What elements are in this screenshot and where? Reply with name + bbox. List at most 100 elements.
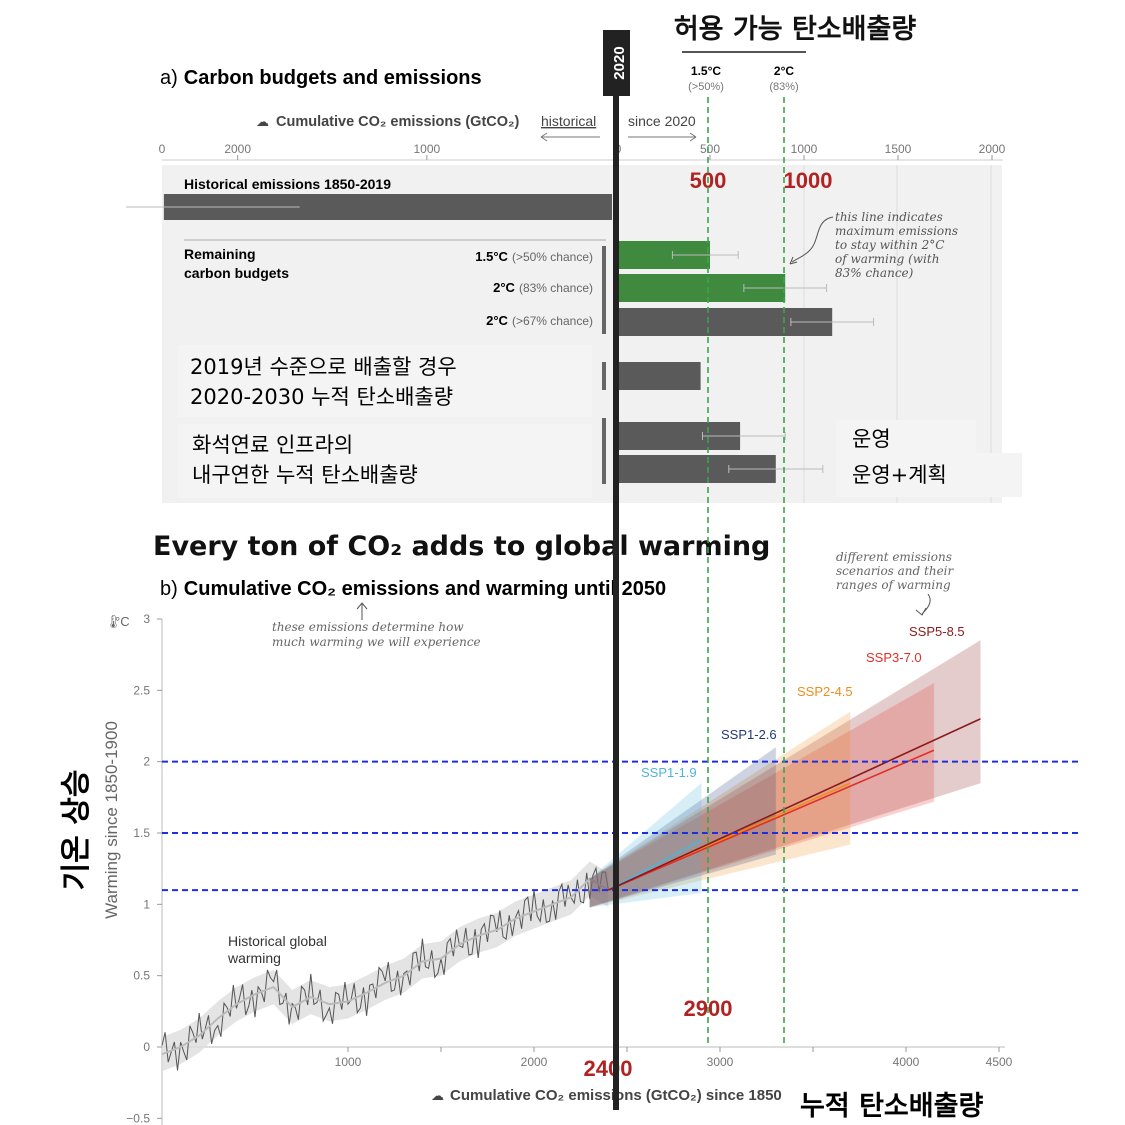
axis-caption-a: Cumulative CO₂ emissions (GtCO₂) xyxy=(276,114,519,130)
y-tick-label: 1 xyxy=(143,897,150,911)
y-tick-label: 2.5 xyxy=(133,683,150,697)
korean-ylabel: 기온 상승 xyxy=(59,770,94,891)
panel-a: 허용 가능 탄소배출량 1.5°C (>50%) 2°C (83%) a) Car… xyxy=(126,14,1022,503)
thermometer-icon: 🌡 xyxy=(105,614,122,629)
year-2020-box xyxy=(603,30,630,96)
highlight-1000: 1000 xyxy=(784,168,833,193)
y-tick-label: 3 xyxy=(143,612,150,626)
reference-lines xyxy=(162,97,1080,1045)
col2-sub: (83%) xyxy=(769,81,798,93)
korean-title: 허용 가능 탄소배출량 xyxy=(674,14,917,45)
annotation-line: maximum emissions xyxy=(835,224,958,238)
bars-a xyxy=(126,194,875,483)
axis-a-ticks: 2000100000500100015002000 xyxy=(159,142,1006,160)
tick-label: 1500 xyxy=(885,142,912,156)
historical-band xyxy=(162,861,609,1072)
y-tick-label: 0.5 xyxy=(133,969,150,983)
annotation-line: 83% chance) xyxy=(835,266,914,280)
x-tick-label: 4000 xyxy=(893,1055,920,1069)
note-scenarios-1: different emissions xyxy=(836,550,952,564)
historical-bar-label-main: Historical emissions 1850-2019 xyxy=(184,176,391,192)
y-tick-label: −0.5 xyxy=(126,1111,150,1125)
scenario-range-SSP1-2.6 xyxy=(589,746,777,908)
x-tick-label: 4500 xyxy=(986,1055,1013,1069)
historical-bar-label: Historical emissions 1850-2019 xyxy=(184,176,391,192)
budget-1-chance: (>50% chance) xyxy=(512,250,593,264)
scenario-line-SSP1-1.9 xyxy=(608,839,702,891)
since-label: since 2020 xyxy=(628,113,696,129)
y-tick-label: 2 xyxy=(143,755,150,769)
korean-box-2-line-1: 화석연료 인프라의 xyxy=(192,433,353,457)
y-axis-label: Warming since 1850-1900 xyxy=(102,721,121,919)
annotation-arrowhead-icon xyxy=(789,256,798,265)
note-emissions-2: much warming we will experience xyxy=(272,635,481,649)
panel-a-title-row: a) Carbon budgets and emissions xyxy=(160,67,482,89)
arrow-up-icon xyxy=(356,602,368,620)
budgets-label: Remaining xyxy=(184,246,256,262)
highlight-2400: 2400 xyxy=(584,1056,633,1081)
tick-label: 1000 xyxy=(413,142,440,156)
leaf-icon-b: ☁ xyxy=(431,1088,444,1103)
y-tick-label: 1.5 xyxy=(133,826,150,840)
budgets-label-2: carbon budgets xyxy=(184,265,289,281)
scenario-range-SSP5-8.5 xyxy=(589,639,981,908)
col1-label: 1.5°C xyxy=(691,64,721,78)
arrow-right-icon xyxy=(689,132,697,142)
panel-b: b) Cumulative CO₂ emissions and warming u… xyxy=(59,550,1013,1125)
budget-3-label: 2°C (>67% chance) xyxy=(486,313,593,328)
korean-box-1-line-1: 2019년 수준으로 배출할 경우 xyxy=(190,355,457,379)
korean-box-1-line-2: 2020-2030 누적 탄소배출량 xyxy=(190,385,453,409)
unit-label: °C xyxy=(115,614,130,629)
budget-2-chance: (83% chance) xyxy=(519,281,593,295)
budget-1-label: 1.5°C (>50% chance) xyxy=(475,249,593,264)
korean-xlabel: 누적 탄소배출량 xyxy=(800,1091,983,1122)
bar-4 xyxy=(619,362,701,390)
korean-right-2: 운영+계획 xyxy=(852,463,947,487)
tick-label: 1000 xyxy=(791,142,818,156)
panel-b-letter: b) xyxy=(160,578,178,600)
panel-b-plot: SSP1-1.9 SSP1-2.6 SSP2-4.5 SSP3-7.0 SSP5-8.5 xyxy=(161,624,981,1072)
scenario-range-SSP2-4.5 xyxy=(589,710,851,908)
scenario-range-SSP1-1.9 xyxy=(589,781,702,908)
scenario-range-SSP3-7.0 xyxy=(589,682,935,908)
scenario-label: SSP5-8.5 xyxy=(909,624,965,639)
korean-box-2 xyxy=(178,424,592,498)
panel-b-title: Cumulative CO₂ emissions and warming unt… xyxy=(184,578,666,600)
historical-mean-line xyxy=(161,877,609,1056)
historical-label: historical xyxy=(541,113,596,129)
tick-label: 500 xyxy=(700,142,720,156)
scenario-label: SSP1-1.9 xyxy=(641,765,697,780)
note-emissions-1: these emissions determine how xyxy=(272,620,464,634)
x-tick-label: 2000 xyxy=(521,1055,548,1069)
scenario-label: SSP3-7.0 xyxy=(866,650,922,665)
panel-a-title: Carbon budgets and emissions xyxy=(184,67,482,89)
panel-b-axes: −0.5 0 0.5 1 1.5 2 2.5 3 1000 2000 3000 4000 4500 xyxy=(126,612,1013,1125)
annotation-line: this line indicates xyxy=(835,210,943,224)
budget-2-sub: 2°C xyxy=(493,280,515,295)
note-scenarios-2: scenarios and their xyxy=(836,564,955,578)
korean-right-1: 운영 xyxy=(852,427,891,451)
leaf-icon: ☁ xyxy=(256,114,269,129)
scenario-line-SSP5-8.5 xyxy=(608,718,981,891)
budget-3-chance: (>67% chance) xyxy=(512,314,593,328)
x-tick-label: 3000 xyxy=(707,1055,734,1069)
tick-label: 0 xyxy=(159,142,166,156)
tick-label: 2000 xyxy=(224,142,251,156)
budget-3-sub: 2°C xyxy=(486,313,508,328)
year-2020-label: 2020 xyxy=(611,46,628,79)
annotation-line: to stay within 2°C xyxy=(835,238,944,252)
annotation-arrow xyxy=(791,216,834,263)
annotation-line: of warming (with xyxy=(835,252,939,266)
y-tick-label: 0 xyxy=(143,1040,150,1054)
korean-right-box-2 xyxy=(836,453,1022,497)
korean-box-1 xyxy=(178,345,592,417)
middle-banner: Every ton of CO₂ adds to global warming xyxy=(153,531,770,562)
korean-box-2-line-2: 내구연한 누적 탄소배출량 xyxy=(192,463,418,487)
scenario-label: SSP1-2.6 xyxy=(721,727,777,742)
korean-right-box-1 xyxy=(836,420,976,456)
historical-warming-label-2: warming xyxy=(227,950,281,966)
panel-b-title-row: b) Cumulative CO₂ emissions and warming u… xyxy=(160,578,666,600)
note-scenarios-3: ranges of warming xyxy=(836,578,951,592)
scenario-label: SSP2-4.5 xyxy=(797,684,853,699)
